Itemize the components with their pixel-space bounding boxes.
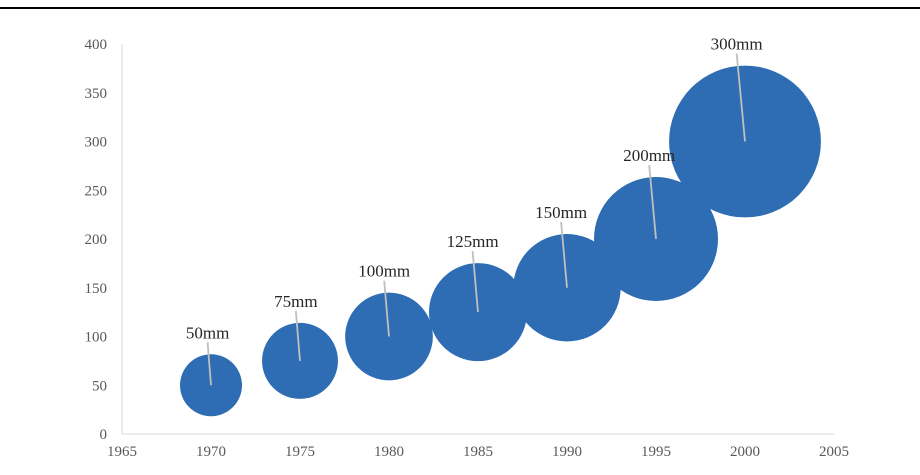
- data-label-75mm: 75mm: [274, 292, 317, 311]
- axes: [121, 44, 834, 435]
- x-tick-label: 1970: [196, 444, 226, 460]
- bubbles: [180, 65, 821, 417]
- x-tick-labels: 1965 1970 1975 1980 1985 1990 1995 2000 2005: [107, 444, 849, 460]
- data-label-300mm: 300mm: [711, 35, 763, 54]
- x-tick-label: 1975: [285, 444, 315, 460]
- y-tick-label: 300: [85, 135, 108, 151]
- leader-line: [383, 280, 390, 337]
- y-tick-label: 350: [85, 86, 108, 102]
- data-label-200mm: 200mm: [623, 146, 675, 165]
- data-label-150mm: 150mm: [535, 203, 587, 222]
- y-tick-label: 100: [85, 330, 108, 346]
- leader-lines: [206, 53, 746, 386]
- leader-line: [735, 53, 746, 142]
- x-tick-label: 2000: [730, 444, 760, 460]
- x-tick-label: 1990: [552, 444, 582, 460]
- y-tick-label: 150: [85, 281, 108, 297]
- data-labels: 50mm 75mm 100mm 125mm 150mm 200mm 300mm: [186, 35, 763, 343]
- data-label-125mm: 125mm: [447, 232, 499, 251]
- x-tick-label: 1985: [463, 444, 493, 460]
- y-tick-label: 50: [92, 378, 107, 394]
- x-tick-label: 2005: [819, 444, 849, 460]
- y-tick-label: 250: [85, 183, 108, 199]
- y-tick-labels: 0 50 100 150 200 250 300 350 400: [85, 37, 108, 443]
- data-label-50mm: 50mm: [186, 323, 229, 342]
- leader-line: [560, 221, 568, 288]
- y-tick-label: 400: [85, 37, 108, 53]
- x-tick-label: 1980: [374, 444, 404, 460]
- leader-line: [294, 310, 301, 361]
- x-tick-label: 1995: [641, 444, 671, 460]
- y-tick-label: 0: [100, 427, 108, 443]
- y-tick-label: 200: [85, 232, 108, 248]
- leader-line: [206, 342, 212, 386]
- x-tick-label: 1965: [107, 444, 137, 460]
- data-label-100mm: 100mm: [358, 262, 410, 281]
- leader-line: [648, 164, 657, 240]
- leader-line: [471, 251, 479, 313]
